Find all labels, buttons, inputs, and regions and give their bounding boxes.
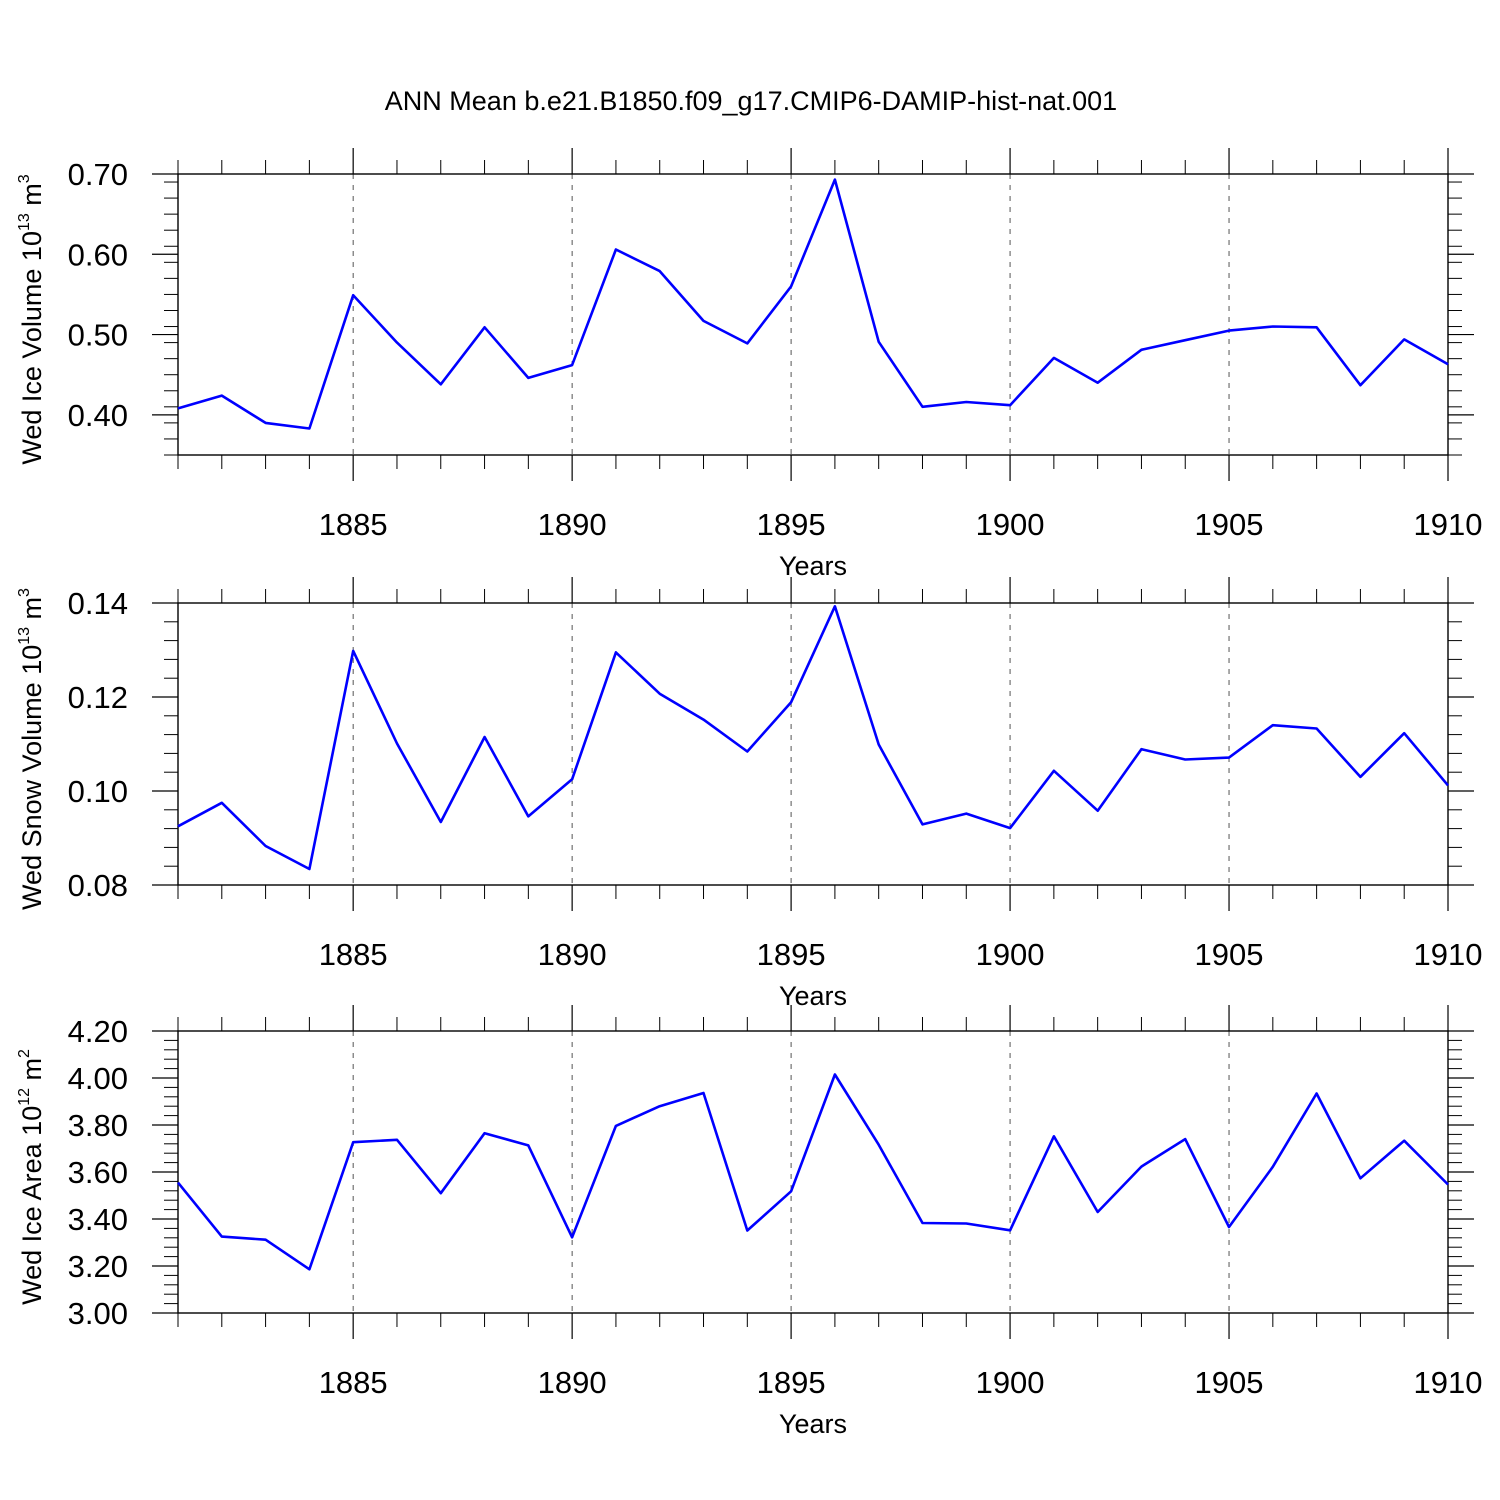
y-axis-label-unit-exponent: 2 xyxy=(16,1049,33,1058)
y-tick-label: 0.70 xyxy=(68,157,128,192)
series-line xyxy=(176,1073,1449,1271)
y-tick-label: 0.60 xyxy=(68,237,128,272)
y-tick-label: 0.10 xyxy=(68,774,128,809)
x-tick-label: 1895 xyxy=(757,937,826,972)
axes-frame xyxy=(177,1030,1449,1314)
x-axis-label: Years xyxy=(779,981,847,1011)
y-tick-label: 0.40 xyxy=(68,398,128,433)
y-axis-label: Wed Snow Volume 1013 m3 xyxy=(16,588,47,910)
y-tick-label: 3.80 xyxy=(68,1108,128,1143)
y-tick-label: 3.40 xyxy=(68,1202,128,1237)
y-axis-label-exponent: 12 xyxy=(16,1088,33,1106)
y-axis-label-unit: m xyxy=(17,1058,47,1088)
y-tick-label: 4.20 xyxy=(68,1014,128,1049)
x-tick-label: 1895 xyxy=(757,507,826,542)
x-tick-label: 1900 xyxy=(976,507,1045,542)
y-tick-label: 0.50 xyxy=(68,318,128,353)
series-line xyxy=(177,178,1449,430)
x-axis-label: Years xyxy=(779,1409,847,1439)
y-axis-label-exponent: 13 xyxy=(16,213,33,231)
y-tick-label: 4.00 xyxy=(68,1061,128,1096)
x-tick-label: 1900 xyxy=(976,1365,1045,1400)
x-tick-label: 1910 xyxy=(1414,937,1483,972)
y-axis-label: Wed Ice Area 1012 m2 xyxy=(16,1049,47,1305)
x-tick-label: 1905 xyxy=(1195,937,1264,972)
y-tick-label: 3.60 xyxy=(68,1155,128,1190)
panel-3: 3.00 3.20 3.40 3.60 3.80 4.00 4.20 1885 1890 1895… xyxy=(16,1005,1482,1439)
x-axis-label: Years xyxy=(779,551,847,581)
x-tick-label: 1885 xyxy=(319,507,388,542)
y-axis-label-base: Wed Ice Area 10 xyxy=(17,1106,47,1305)
x-tick-label: 1885 xyxy=(319,937,388,972)
x-tick-label: 1900 xyxy=(976,937,1045,972)
x-tick-label: 1890 xyxy=(538,1365,607,1400)
y-axis-label-unit-exponent: 3 xyxy=(16,588,33,597)
axes-frame xyxy=(177,602,1449,886)
y-tick-label: 0.14 xyxy=(68,586,128,621)
y-axis-label-unit-exponent: 3 xyxy=(16,174,33,183)
figure-title: ANN Mean b.e21.B1850.f09_g17.CMIP6-DAMIP… xyxy=(385,86,1117,116)
panel-2: 0.08 0.10 0.12 0.14 1885 1890 1895 1900 1905 1910… xyxy=(16,577,1482,1011)
y-tick-label: 3.20 xyxy=(68,1249,128,1284)
y-axis-label-base: Wed Snow Volume 10 xyxy=(17,645,47,910)
y-axis-label-unit: m xyxy=(17,183,47,213)
y-tick-label: 0.08 xyxy=(68,868,128,903)
y-axis-label-base: Wed Ice Volume 10 xyxy=(17,231,47,465)
y-axis-label-unit: m xyxy=(17,597,47,627)
x-tick-label: 1895 xyxy=(757,1365,826,1400)
panel-1: 0.40 0.50 0.60 0.70 1885 1890 1895 1900 1905 1910… xyxy=(16,148,1482,581)
y-tick-label: 0.12 xyxy=(68,680,128,715)
x-tick-label: 1890 xyxy=(538,507,607,542)
x-tick-label: 1905 xyxy=(1195,507,1264,542)
x-tick-label: 1905 xyxy=(1195,1365,1264,1400)
x-tick-label: 1910 xyxy=(1414,507,1483,542)
y-axis-label: Wed Ice Volume 1013 m3 xyxy=(16,174,47,464)
y-tick-label: 3.00 xyxy=(68,1296,128,1331)
axes-frame xyxy=(177,173,1449,456)
series-line xyxy=(177,604,1449,871)
x-tick-label: 1890 xyxy=(538,937,607,972)
x-tick-label: 1910 xyxy=(1414,1365,1483,1400)
y-axis-label-exponent: 13 xyxy=(16,627,33,645)
panels-group: 0.40 0.50 0.60 0.70 1885 1890 1895 1900 1905 1910… xyxy=(16,148,1482,1439)
x-tick-label: 1885 xyxy=(319,1365,388,1400)
